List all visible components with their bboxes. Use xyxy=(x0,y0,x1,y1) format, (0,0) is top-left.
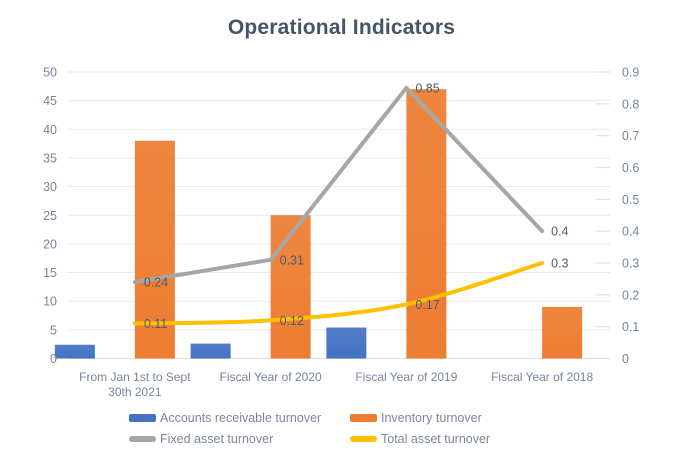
left-tick-label: 10 xyxy=(43,295,57,309)
category-label: Fiscal Year of 2018 xyxy=(491,370,593,384)
line-series-0 xyxy=(132,85,545,285)
line-series-0-labels: 0.24 0.31 0.85 0.4 xyxy=(144,81,569,289)
legend-line-swatch-icon xyxy=(350,436,377,442)
legend-label: Accounts receivable turnover xyxy=(160,411,322,425)
right-tick-label: 0.7 xyxy=(622,129,639,143)
right-tick-label: 0.1 xyxy=(622,320,639,334)
line-series-1-labels: 0.11 0.12 0.17 0.3 xyxy=(144,257,569,331)
right-tick-label: 0.9 xyxy=(622,66,639,80)
category-label: Fiscal Year of 2020 xyxy=(220,370,322,384)
bar-0-cat1 xyxy=(190,343,231,359)
bar-1-cat3 xyxy=(542,306,583,359)
legend-label: Inventory turnover xyxy=(381,411,482,425)
right-tick-label: 0.5 xyxy=(622,193,639,207)
legend-bar-swatch-icon xyxy=(350,414,377,422)
left-tick-label: 25 xyxy=(43,209,57,223)
data-label: 0.12 xyxy=(280,314,304,328)
legend-item-3: Total asset turnover xyxy=(350,432,571,446)
legend-item-2: Fixed asset turnover xyxy=(129,432,350,446)
data-label: 0.24 xyxy=(144,276,168,290)
left-tick-label: 20 xyxy=(43,237,57,251)
legend-bar-swatch-icon xyxy=(129,414,156,422)
legend-label: Fixed asset turnover xyxy=(160,432,274,446)
legend-line-swatch-icon xyxy=(129,436,156,442)
left-tick-label: 45 xyxy=(43,94,57,108)
left-tick-label: 30 xyxy=(43,180,57,194)
right-tick-label: 0 xyxy=(622,352,629,366)
right-tick-label: 0.4 xyxy=(622,225,639,239)
left-tick-label: 40 xyxy=(43,123,57,137)
left-tick-label: 50 xyxy=(43,66,57,80)
legend-label: Total asset turnover xyxy=(381,432,491,446)
data-label: 0.17 xyxy=(415,298,439,312)
chart-title: Operational Indicators xyxy=(227,16,456,39)
right-tick-label: 0.6 xyxy=(622,161,639,175)
right-axis-ticks xyxy=(596,71,610,360)
line-series-1 xyxy=(132,261,545,326)
data-label: 0.85 xyxy=(415,81,439,95)
data-label: 0.3 xyxy=(551,257,568,271)
data-label: 0.11 xyxy=(144,317,167,331)
category-label: From Jan 1st to Sept 30th 2021 xyxy=(79,370,191,399)
legend-item-0: Accounts receivable turnover xyxy=(129,411,350,425)
left-axis-labels: 0 5 10 15 20 25 30 35 40 45 50 xyxy=(43,66,57,367)
right-tick-label: 0.8 xyxy=(622,97,639,111)
left-tick-label: 5 xyxy=(50,323,57,337)
bar-1-cat1 xyxy=(270,215,311,359)
left-tick-label: 35 xyxy=(43,151,57,165)
bar-0-cat2 xyxy=(326,327,367,359)
right-axis-labels: 0 0.1 0.2 0.3 0.4 0.5 0.6 0.7 0.8 0.9 xyxy=(622,66,639,367)
bar-series-0 xyxy=(54,327,367,359)
category-label: Fiscal Year of 2019 xyxy=(355,370,457,384)
right-tick-label: 0.2 xyxy=(622,288,639,302)
bar-0-cat0 xyxy=(54,344,95,359)
right-tick-label: 0.3 xyxy=(622,257,639,271)
bar-1-cat2 xyxy=(406,89,447,359)
data-label: 0.31 xyxy=(280,253,304,267)
legend-item-1: Inventory turnover xyxy=(350,411,571,425)
category-axis-labels: From Jan 1st to Sept 30th 2021 Fiscal Year… xyxy=(79,370,593,399)
chart-legend: Accounts receivable turnover Inventory tu… xyxy=(129,411,571,446)
data-label: 0.4 xyxy=(551,225,568,239)
left-tick-label: 15 xyxy=(43,266,57,280)
left-tick-label: 0 xyxy=(50,352,57,366)
